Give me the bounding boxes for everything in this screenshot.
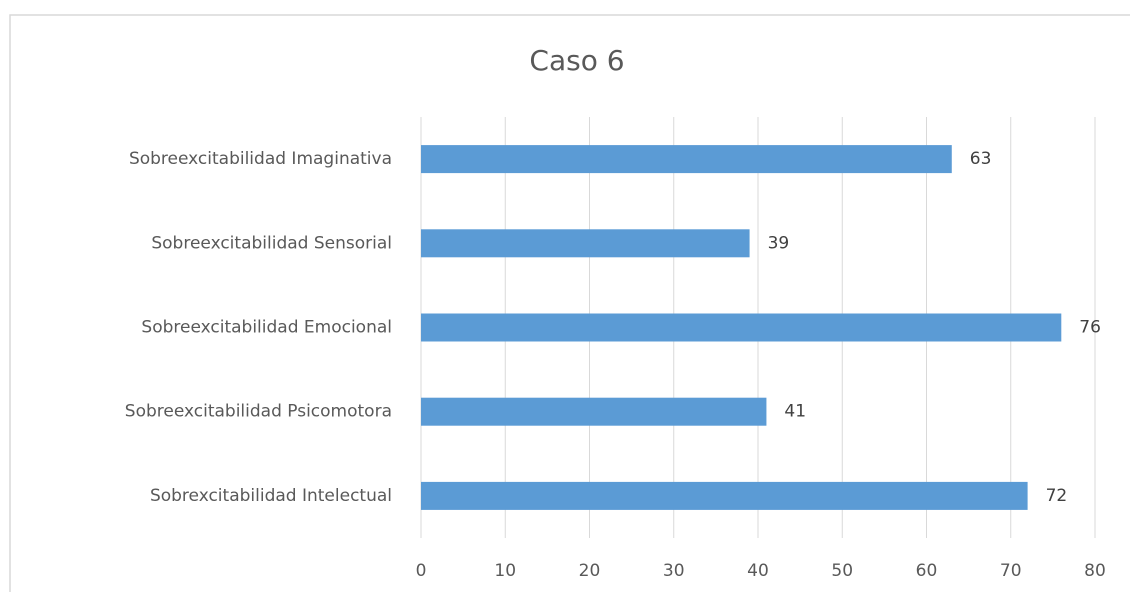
bar — [421, 313, 1062, 342]
data-label: 76 — [1079, 318, 1101, 338]
data-label: 41 — [784, 402, 806, 422]
chart-frame — [9, 14, 1130, 592]
bar — [421, 145, 952, 174]
y-tick-label: Sobreexcitabilidad Psicomotora — [125, 402, 392, 422]
data-label: 39 — [768, 233, 790, 253]
x-tick-label: 20 — [579, 561, 601, 581]
x-tick-label: 50 — [831, 561, 853, 581]
bar — [421, 229, 750, 258]
x-tick-label: 10 — [494, 561, 516, 581]
bar — [421, 397, 767, 426]
y-tick-label: Sobreexcitabilidad Sensorial — [151, 233, 392, 253]
x-tick-label: 40 — [747, 561, 769, 581]
x-tick-label: 80 — [1084, 561, 1106, 581]
x-tick-label: 70 — [1000, 561, 1022, 581]
chart-title: Caso 6 — [529, 44, 624, 77]
data-label: 63 — [970, 149, 992, 169]
bar — [421, 481, 1028, 510]
y-tick-label: Sobreexcitabilidad Emocional — [141, 318, 392, 338]
y-tick-label: Sobreexcitabilidad Imaginativa — [129, 149, 392, 169]
y-tick-label: Sobrexcitabilidad Intelectual — [150, 486, 392, 506]
x-tick-label: 30 — [663, 561, 685, 581]
x-tick-label: 0 — [416, 561, 427, 581]
x-tick-label: 60 — [916, 561, 938, 581]
data-label: 72 — [1046, 486, 1068, 506]
